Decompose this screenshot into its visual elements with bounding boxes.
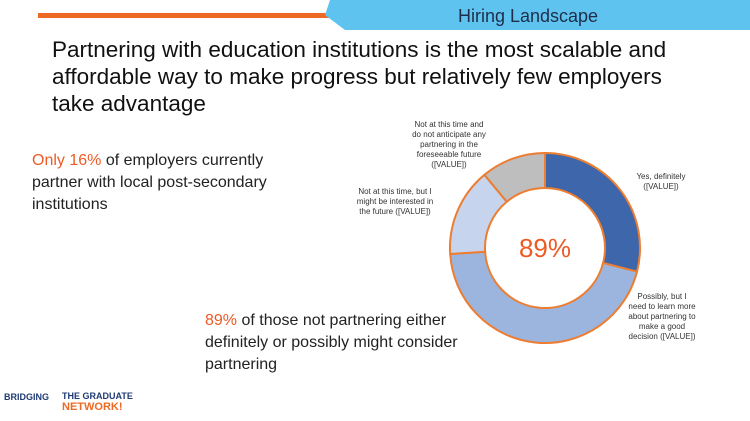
callout-text: of employers currently partner with loca… — [32, 152, 267, 213]
segment-label: Not at this time, but I might be interes… — [356, 187, 434, 216]
center-label: 89% — [519, 233, 571, 263]
logo-text: THE GRADUATE — [62, 391, 133, 401]
segment-label: Not at this time and do not anticipate a… — [412, 120, 486, 169]
segment-label: Yes, definitely ([VALUE]) — [636, 172, 686, 191]
header-rule — [38, 13, 338, 18]
callout-text: of those not partnering either definitel… — [205, 312, 458, 373]
logo-text: BRIDGING — [4, 392, 49, 402]
donut-chart — [449, 151, 641, 344]
highlight: Only 16% — [32, 152, 102, 169]
highlight: 89% — [205, 312, 238, 329]
segment-label: Possibly, but I need to learn more about… — [628, 292, 696, 341]
donut-segment — [544, 151, 641, 273]
donut-segment — [483, 151, 546, 204]
callout: 89% of those not partnering either defin… — [205, 310, 475, 376]
logo-text: NETWORK! — [62, 401, 123, 413]
header-tab — [325, 0, 750, 30]
donut-segment — [449, 250, 639, 344]
callout: Only 16% of employers currently partner … — [32, 150, 292, 216]
header-tag: Hiring Landscape — [458, 6, 598, 26]
slide-title: Partnering with education institutions i… — [52, 37, 667, 116]
